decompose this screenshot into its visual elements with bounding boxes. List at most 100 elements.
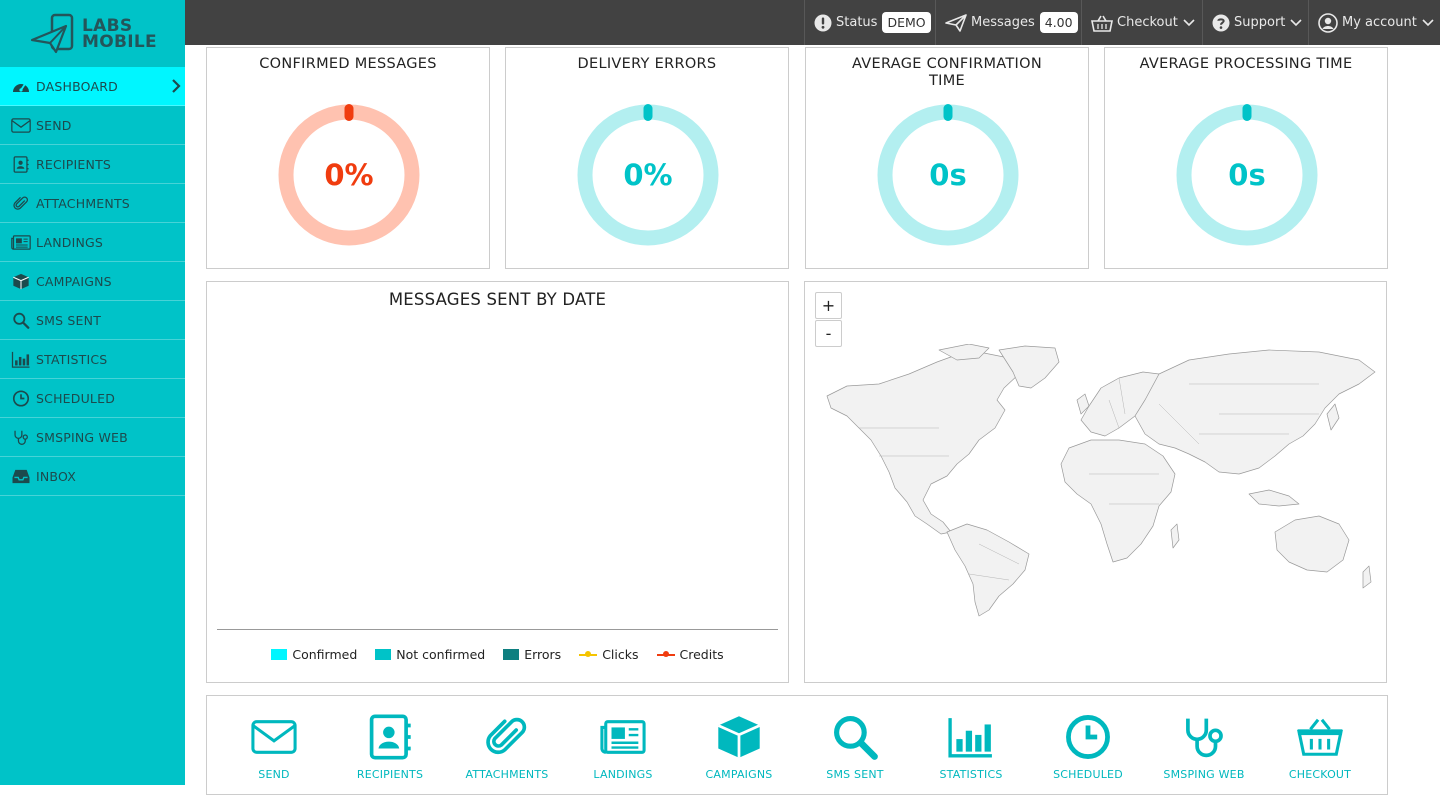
messages-indicator[interactable]: Messages 4.00 [935, 0, 1081, 45]
logo[interactable]: LABS MOBILE [0, 0, 185, 67]
shortcut-landings[interactable]: LANDINGS [563, 714, 683, 781]
sidebar-item-statistics[interactable]: STATISTICS [0, 340, 185, 379]
sidebar-item-scheduled[interactable]: SCHEDULED [0, 379, 185, 418]
world-map[interactable] [819, 344, 1379, 624]
messages-by-date-chart: MESSAGES SENT BY DATE Confirmed Not confi… [206, 281, 789, 683]
shortcut-campaigns[interactable]: CAMPAIGNS [679, 714, 799, 781]
messages-badge: 4.00 [1039, 12, 1078, 33]
shortcut-smsping-web[interactable]: SMSPING WEB [1144, 714, 1264, 781]
kpi-panel-confirmed-messages: CONFIRMED MESSAGES 0% [206, 47, 490, 269]
envelope-icon [214, 714, 334, 760]
map-region-uk[interactable] [1076, 393, 1090, 415]
legend-label: Not confirmed [396, 647, 486, 662]
legend-label: Credits [679, 647, 724, 662]
kpi-title: CONFIRMED MESSAGES [259, 56, 437, 72]
legend-item-confirmed[interactable]: Confirmed [271, 647, 357, 662]
sidebar-item-label: STATISTICS [36, 351, 108, 367]
shortcut-label: RECIPIENTS [356, 768, 424, 781]
sidebar-item-label: SMS SENT [36, 312, 102, 328]
shortcut-label: SMSPING WEB [1163, 768, 1245, 781]
map-region-japan[interactable] [1326, 403, 1340, 431]
gauge-indicator [643, 104, 653, 121]
cube-icon [679, 714, 799, 760]
map-region-australia[interactable] [1274, 515, 1350, 573]
chart-title: MESSAGES SENT BY DATE [388, 290, 607, 309]
paperclip-icon [447, 714, 567, 760]
sidebar-item-recipients[interactable]: RECIPIENTS [0, 145, 185, 184]
map-region-asia[interactable] [1134, 349, 1376, 475]
shortcut-sms-sent[interactable]: SMS SENT [795, 714, 915, 781]
map-region-south-america[interactable] [946, 523, 1030, 617]
sidebar-item-sms-sent[interactable]: SMS SENT [0, 301, 185, 340]
sidebar-item-campaigns[interactable]: CAMPAIGNS [0, 262, 185, 301]
legend-swatch [375, 649, 392, 660]
legend-item-errors[interactable]: Errors [503, 647, 561, 662]
sidebar-item-label: INBOX [36, 468, 76, 484]
address-book-icon [10, 155, 32, 173]
kpi-panel-delivery-errors: DELIVERY ERRORS 0% [505, 47, 789, 269]
kpi-panel-average-processing-time: AVERAGE PROCESSING TIME 0s [1104, 47, 1388, 269]
account-label: My account [1342, 15, 1417, 30]
support-menu[interactable]: Support [1202, 0, 1308, 45]
status-indicator[interactable]: Status DEMO [804, 0, 935, 45]
account-menu[interactable]: My account [1308, 0, 1440, 45]
map-region-africa[interactable] [1060, 439, 1176, 563]
legend-item-credits[interactable]: Credits [656, 647, 724, 662]
gauge-indicator [943, 104, 953, 121]
sidebar-item-landings[interactable]: LANDINGS [0, 223, 185, 262]
gauge-indicator [1242, 104, 1252, 121]
shortcut-recipients[interactable]: RECIPIENTS [330, 714, 450, 781]
shortcut-scheduled[interactable]: SCHEDULED [1028, 714, 1148, 781]
shortcut-checkout[interactable]: CHECKOUT [1260, 714, 1380, 781]
paper-plane-logo-icon [30, 13, 74, 53]
kpi-value: 0s [1228, 158, 1266, 192]
shortcut-statistics[interactable]: STATISTICS [911, 714, 1031, 781]
inbox-icon [10, 467, 32, 485]
kpi-title: AVERAGE CONFIRMATION TIME [851, 56, 1042, 89]
kpi-title: DELIVERY ERRORS [577, 56, 717, 72]
dashboard-icon [10, 77, 32, 95]
shortcut-label: SCHEDULED [1053, 768, 1123, 781]
gauge-ring [1176, 104, 1318, 246]
bar-chart-icon [911, 714, 1031, 760]
map-region-north-america[interactable] [826, 351, 1020, 535]
kpi-panel-average-confirmation-time: AVERAGE CONFIRMATION TIME 0s [805, 47, 1089, 269]
sidebar-item-send[interactable]: SEND [0, 106, 185, 145]
map-region-new-zealand[interactable] [1362, 565, 1372, 589]
legend-item-clicks[interactable]: Clicks [579, 647, 639, 662]
sidebar-item-label: RECIPIENTS [36, 156, 112, 172]
zoom-out-button[interactable]: - [815, 320, 842, 347]
basket-icon [1260, 714, 1380, 760]
status-badge: DEMO [882, 12, 931, 33]
legend-item-not-confirmed[interactable]: Not confirmed [375, 647, 485, 662]
shortcut-attachments[interactable]: ATTACHMENTS [447, 714, 567, 781]
question-circle-icon [1212, 14, 1230, 31]
sidebar-item-inbox[interactable]: INBOX [0, 457, 185, 496]
zoom-in-button[interactable]: + [815, 292, 842, 319]
legend-line-marker [579, 649, 598, 660]
chevron-down-icon [1290, 18, 1302, 26]
gauge-ring [577, 104, 719, 246]
shortcuts-panel: SEND RECIPIENTS ATTACHMENTS LANDINGS CAMPAIG… [206, 695, 1388, 795]
sidebar-item-dashboard[interactable]: DASHBOARD [0, 67, 185, 106]
shortcut-label: CAMPAIGNS [705, 768, 773, 781]
legend-swatch [503, 649, 520, 660]
clock-icon [1028, 714, 1148, 760]
envelope-icon [10, 116, 32, 134]
shortcut-send[interactable]: SEND [214, 714, 334, 781]
legend-line-marker [656, 649, 675, 660]
status-label: Status [836, 15, 878, 30]
map-region-canada-islands[interactable] [938, 344, 990, 361]
map-region-greenland[interactable] [998, 345, 1060, 389]
world-map-panel: + - [804, 281, 1387, 683]
legend-label: Clicks [602, 647, 639, 662]
sidebar-item-smsping-web[interactable]: SMSPING WEB [0, 418, 185, 457]
map-region-indonesia[interactable] [1248, 489, 1300, 507]
sidebar-item-attachments[interactable]: ATTACHMENTS [0, 184, 185, 223]
checkout-menu[interactable]: Checkout [1081, 0, 1202, 45]
legend-swatch [271, 649, 288, 660]
chevron-down-icon [1422, 18, 1434, 26]
bar-chart-icon [10, 350, 32, 368]
map-region-madagascar[interactable] [1170, 523, 1180, 549]
user-circle-icon [1318, 12, 1338, 33]
